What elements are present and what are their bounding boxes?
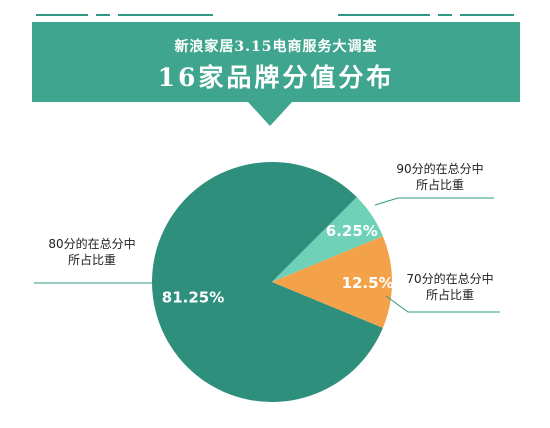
pie-slices (152, 162, 393, 403)
top-right-rule-long (338, 14, 430, 16)
slice-90-caption-line-1: 90分的在总分中 (396, 161, 483, 176)
top-right-rule (460, 14, 514, 16)
chart-title: 16家品牌分值分布 (157, 63, 395, 92)
slice-labels: 81.25% 6.25% 12.5% (162, 222, 394, 307)
slice-80 (152, 162, 383, 403)
top-left-rule-long (118, 14, 213, 16)
header-banner (32, 22, 520, 102)
slice-90-value-label: 6.25% (326, 222, 378, 240)
slice-80-caption-line-2: 所占比重 (68, 252, 116, 267)
slice-70-caption-line-2: 所占比重 (426, 287, 474, 302)
top-left-rule-short (96, 14, 110, 16)
slice-70 (272, 236, 393, 328)
banner-pointer (248, 102, 292, 126)
slice-90 (272, 197, 383, 282)
slice-70-leader-line (385, 295, 500, 313)
top-left-rule (36, 14, 88, 16)
slice-80-value-label: 81.25% (162, 289, 224, 307)
slice-80-caption-line-1: 80分的在总分中 (48, 236, 135, 251)
slice-90-caption-line-2: 所占比重 (416, 177, 464, 192)
top-right-rule-short (438, 14, 452, 16)
slice-70-value-label: 12.5% (342, 274, 394, 292)
slice-90-leader-line (374, 197, 494, 206)
header-subtitle: 新浪家居3.15电商服务大调查 (174, 39, 378, 55)
slice-70-caption-line-1: 70分的在总分中 (406, 271, 493, 286)
